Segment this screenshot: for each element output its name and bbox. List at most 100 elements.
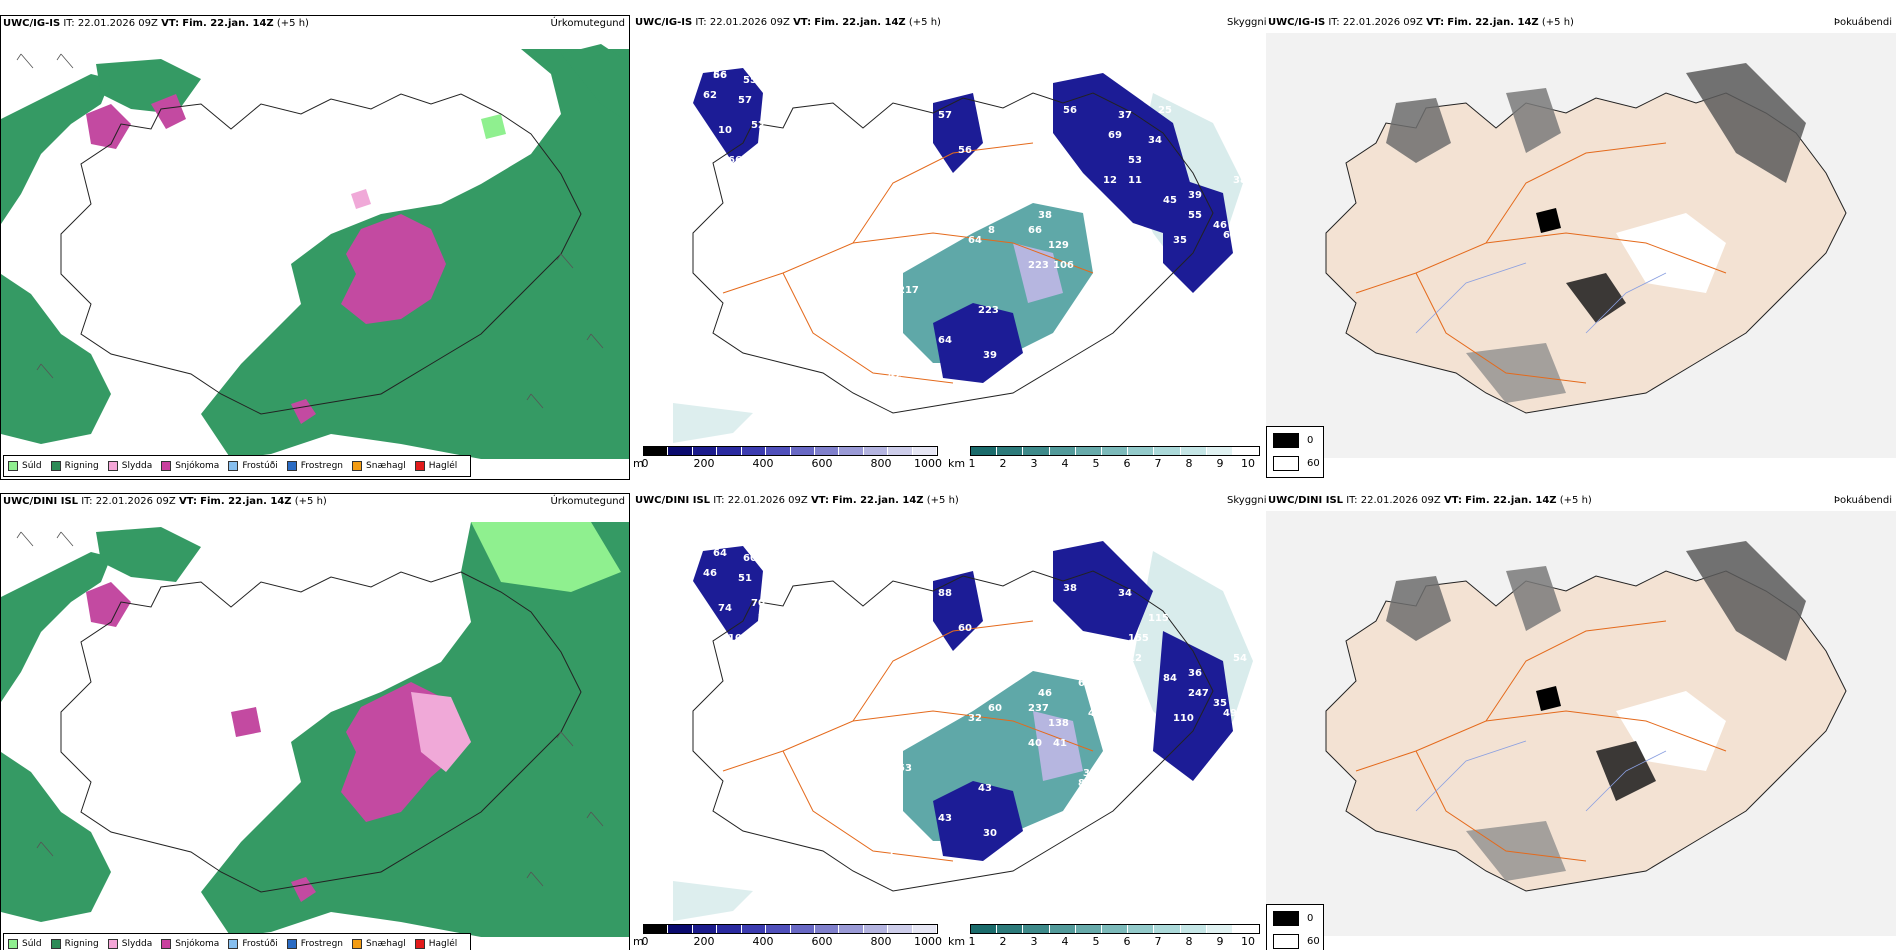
legend-swatch (161, 939, 172, 949)
valid-time-prefix: VT: (793, 17, 812, 28)
vis-value-label: 39 (983, 350, 997, 361)
vis-value-label: 40 (898, 345, 912, 356)
init-time: IT: 22.01.2026 09Z (713, 495, 808, 506)
vis-value-label: 46 (1213, 220, 1227, 231)
ceiling-tick: 0 (641, 457, 649, 470)
valid-time: Fim. 22.jan. 14Z (1447, 17, 1539, 28)
visibility-colorbar: km 1 2 3 4 5 6 7 8 9 10 (948, 446, 1263, 476)
ceiling-color-step (668, 925, 693, 933)
ceiling-color-step (814, 447, 840, 455)
vis-value-label: 70 (751, 598, 765, 609)
legend-swatch (8, 939, 18, 949)
visibility-colorbar-strip (970, 924, 1260, 934)
legend-swatch (286, 939, 297, 949)
vis-value-label: 129 (1048, 240, 1069, 251)
vis-value-label: 66 (728, 155, 742, 166)
vis-value-label: 60 (988, 703, 1002, 714)
panel-header: UWC/DINI ISL IT: 22.01.2026 09Z VT: Fim.… (633, 493, 1263, 509)
legend-swatch (352, 461, 363, 471)
panel-header: UWC/IG-IS IT: 22.01.2026 09Z VT: Fim. 22… (1, 16, 629, 32)
vis-value-label: 10 (728, 633, 742, 644)
vis-color-step (1049, 447, 1076, 455)
ceiling-color-step (863, 925, 889, 933)
legend-item-haglel: Haglél (414, 461, 457, 471)
ceiling-unit: m (633, 457, 644, 470)
vis-value-label: 223 (1028, 260, 1049, 271)
ceiling-color-step (741, 447, 767, 455)
vis-value-label: 34 (1118, 588, 1132, 599)
legend-swatch (352, 939, 363, 949)
vis-value-label: 11 (1128, 175, 1142, 186)
vis-tick: 4 (1061, 935, 1069, 948)
fog-legend-item: 0 (1273, 433, 1313, 448)
fog-map (1266, 33, 1896, 458)
lead-time: (+5 h) (1559, 495, 1592, 506)
vis-value-label: 12 (1103, 175, 1117, 186)
legend-swatch (161, 461, 172, 471)
precip-legend: Súld Rigning Slydda Snjókoma Frostúði Fr… (3, 455, 472, 477)
visibility-unit: km (948, 935, 966, 948)
valid-time-prefix: VT: (178, 496, 197, 507)
vis-value-label: 138 (1048, 718, 1069, 729)
fog-legend-swatch (1273, 934, 1299, 949)
vis-value-label: 33 (1073, 315, 1087, 326)
fog-legend-item: 60 (1273, 456, 1320, 471)
lead-time: (+5 h) (908, 17, 941, 28)
vis-value-label: 217 (898, 285, 919, 296)
ceiling-color-step (814, 925, 840, 933)
vis-value-label: 49 (1223, 708, 1237, 719)
ceiling-tick: 600 (811, 457, 833, 470)
vis-value-label: 46 (1038, 688, 1052, 699)
legend-item-snaehagl: Snæhagl (352, 939, 406, 949)
vis-value-label: 60 (958, 623, 972, 634)
ceiling-unit: m (633, 935, 644, 948)
ceiling-color-step (717, 447, 742, 455)
model-name: UWC/DINI ISL (1268, 495, 1344, 506)
legend-item-sud: Súld (8, 939, 42, 949)
vis-value-label: 37 (1118, 110, 1132, 121)
vis-value-label: 78 (1093, 210, 1107, 221)
legend-swatch (8, 461, 18, 471)
vis-value-label: 247 (1188, 688, 1209, 699)
vis-value-label: 25 (933, 390, 947, 401)
vis-value-label: 39 (1188, 190, 1202, 201)
vis-value-label: 84 (1163, 673, 1177, 684)
ceiling-tick: 200 (693, 457, 715, 470)
fog-title: Þokuábendi (1833, 17, 1892, 28)
vis-value-label: 843 (1078, 778, 1099, 789)
vis-tick: 6 (1123, 935, 1131, 948)
ceiling-color-step (790, 925, 815, 933)
vis-value-label: 54 (948, 678, 962, 689)
legend-item-haglel: Haglél (414, 939, 457, 949)
legend-swatch (228, 939, 239, 949)
model-name: UWC/DINI ISL (635, 495, 711, 506)
legend-item-snjokoma: Snjókoma (161, 939, 219, 949)
ceiling-tick: 400 (752, 935, 774, 948)
vis-value-label: 66 (1028, 225, 1042, 236)
vis-value-label: 85 (968, 653, 982, 664)
vis-value-label: 53 (1128, 155, 1142, 166)
vis-value-label: 8 (988, 225, 995, 236)
vis-value-label: 115 (1148, 613, 1169, 624)
visibility-unit: km (948, 457, 966, 470)
vis-value-label: 30 (983, 828, 997, 839)
ceiling-tick: 0 (641, 935, 649, 948)
vis-tick: 2 (999, 935, 1007, 948)
vis-value-label: 43 (978, 783, 992, 794)
precip-type-panel-top: UWC/IG-IS IT: 22.01.2026 09Z VT: Fim. 22… (0, 15, 630, 480)
ceiling-colorbar-strip (643, 446, 938, 456)
lead-time: (+5 h) (276, 18, 309, 29)
vis-value-label: 64 (938, 335, 952, 346)
vis-tick: 10 (1241, 457, 1255, 470)
vis-color-step (1128, 447, 1155, 455)
visibility-colorbar-strip (970, 446, 1260, 456)
valid-time: Fim. 22.jan. 14Z (182, 18, 274, 29)
vis-color-step (1206, 925, 1233, 933)
vis-value-label: 55 (1188, 210, 1202, 221)
vis-value-label: 7 (888, 848, 895, 859)
vis-tick: 10 (1241, 935, 1255, 948)
vis-value-label: 59 (758, 135, 772, 146)
vis-value-label: 57 (738, 95, 752, 106)
vis-value-label: 155 (1128, 633, 1149, 644)
precip-map (1, 34, 629, 459)
